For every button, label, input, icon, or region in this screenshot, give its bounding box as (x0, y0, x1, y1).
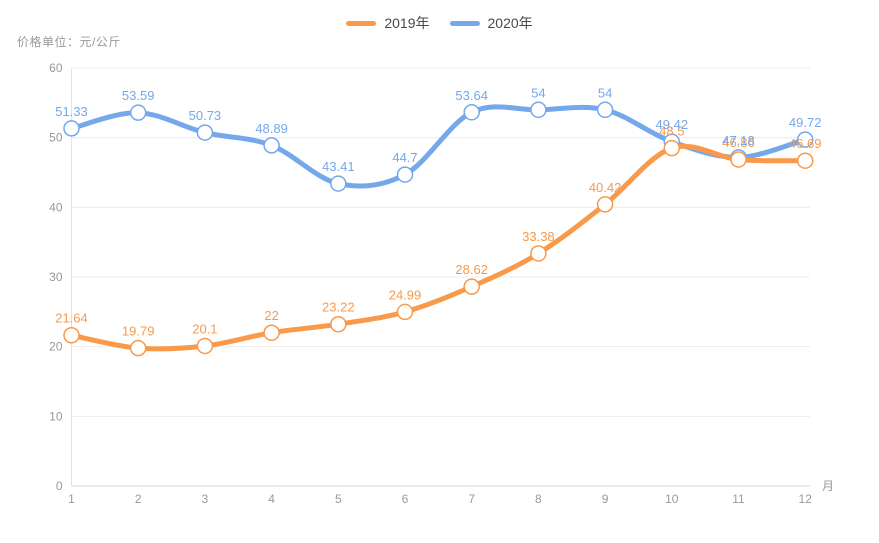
x-tick-label: 11 (732, 492, 745, 506)
data-point-marker-2020年[interactable] (263, 137, 280, 154)
data-point-marker-2019年[interactable] (796, 152, 814, 169)
data-label-2020年: 53.64 (455, 88, 488, 103)
data-label-2020年: 50.73 (189, 108, 222, 123)
data-point-marker-2019年[interactable] (63, 326, 80, 344)
data-label-2020年: 54 (531, 85, 545, 100)
legend-swatch-2020年 (449, 20, 480, 26)
x-tick-label: 8 (535, 492, 542, 506)
series-line-2019年 (69, 143, 808, 352)
x-tick-label: 5 (335, 492, 342, 506)
data-label-2019年: 40.42 (589, 180, 622, 195)
data-point-marker-2019年[interactable] (596, 196, 614, 213)
data-point-marker-2020年[interactable] (396, 166, 414, 183)
data-point-marker-2019年[interactable] (730, 151, 747, 168)
data-label-2019年: 22 (264, 308, 278, 323)
data-label-2019年: 21.64 (55, 311, 88, 326)
legend-label: 2020年 (487, 15, 533, 31)
data-point-marker-2019年[interactable] (196, 337, 214, 355)
data-point-marker-2020年[interactable] (463, 104, 480, 121)
x-tick-label: 10 (665, 492, 679, 506)
data-label-2020年: 44.7 (392, 150, 417, 165)
data-point-marker-2019年[interactable] (396, 303, 414, 321)
x-tick-label: 4 (268, 492, 275, 506)
data-label-2020年: 53.59 (122, 88, 155, 103)
data-point-marker-2019年[interactable] (330, 315, 347, 333)
data-label-2019年: 46.69 (789, 136, 822, 151)
legend-swatch-2019年 (346, 20, 377, 26)
data-label-2020年: 51.33 (55, 104, 88, 119)
data-label-2020年: 49.42 (656, 117, 689, 132)
data-label-2019年: 33.38 (522, 229, 555, 244)
x-tick-label: 12 (799, 492, 813, 506)
data-label-2019年: 23.22 (322, 300, 355, 315)
x-tick-label: 6 (402, 492, 409, 506)
legend-item-2020年[interactable]: 2020年 (449, 13, 533, 33)
data-point-marker-2020年[interactable] (129, 104, 147, 121)
data-point-marker-2020年[interactable] (63, 120, 80, 137)
data-point-marker-2019年[interactable] (663, 139, 681, 157)
y-tick-label: 50 (49, 131, 63, 145)
y-axis-unit-label: 价格单位：元/公斤 (17, 35, 121, 49)
data-label-2019年: 28.62 (455, 262, 488, 277)
x-axis-unit-label: 月 (822, 479, 834, 493)
legend-label: 2019年 (384, 15, 430, 31)
data-point-marker-2020年[interactable] (530, 101, 547, 119)
data-point-marker-2020年[interactable] (596, 101, 614, 119)
y-tick-label: 40 (49, 200, 63, 214)
data-label-2019年: 24.99 (389, 287, 422, 302)
y-tick-label: 30 (49, 270, 63, 284)
y-tick-label: 60 (49, 61, 63, 75)
data-label-2019年: 19.79 (122, 324, 155, 339)
data-label-2020年: 48.89 (255, 121, 288, 136)
y-tick-label: 10 (49, 409, 63, 423)
x-tick-label: 3 (202, 492, 209, 506)
data-label-2019年: 46.86 (722, 135, 755, 150)
data-label-2020年: 47.18 (722, 133, 755, 148)
data-point-marker-2019年[interactable] (463, 278, 480, 295)
legend-item-2019年[interactable]: 2019年 (346, 13, 430, 33)
x-tick-label: 2 (135, 492, 142, 506)
x-tick-label: 9 (602, 492, 609, 506)
data-point-marker-2020年[interactable] (796, 131, 814, 148)
x-tick-label: 7 (468, 492, 475, 506)
x-tick-label: 1 (68, 492, 75, 506)
legend: 2019年 2020年 (0, 13, 879, 33)
data-point-marker-2019年[interactable] (129, 339, 147, 357)
data-point-marker-2019年[interactable] (263, 324, 280, 341)
data-point-marker-2019年[interactable] (530, 245, 547, 262)
data-point-marker-2020年[interactable] (330, 175, 347, 192)
data-label-2020年: 43.41 (322, 159, 355, 174)
data-label-2019年: 48.5 (659, 124, 684, 139)
data-label-2020年: 49.72 (789, 115, 822, 130)
data-label-2019年: 20.1 (192, 321, 217, 336)
data-label-2020年: 54 (598, 85, 612, 100)
y-tick-label: 20 (49, 340, 63, 354)
data-point-marker-2020年[interactable] (196, 124, 214, 141)
y-tick-label: 0 (56, 479, 63, 493)
